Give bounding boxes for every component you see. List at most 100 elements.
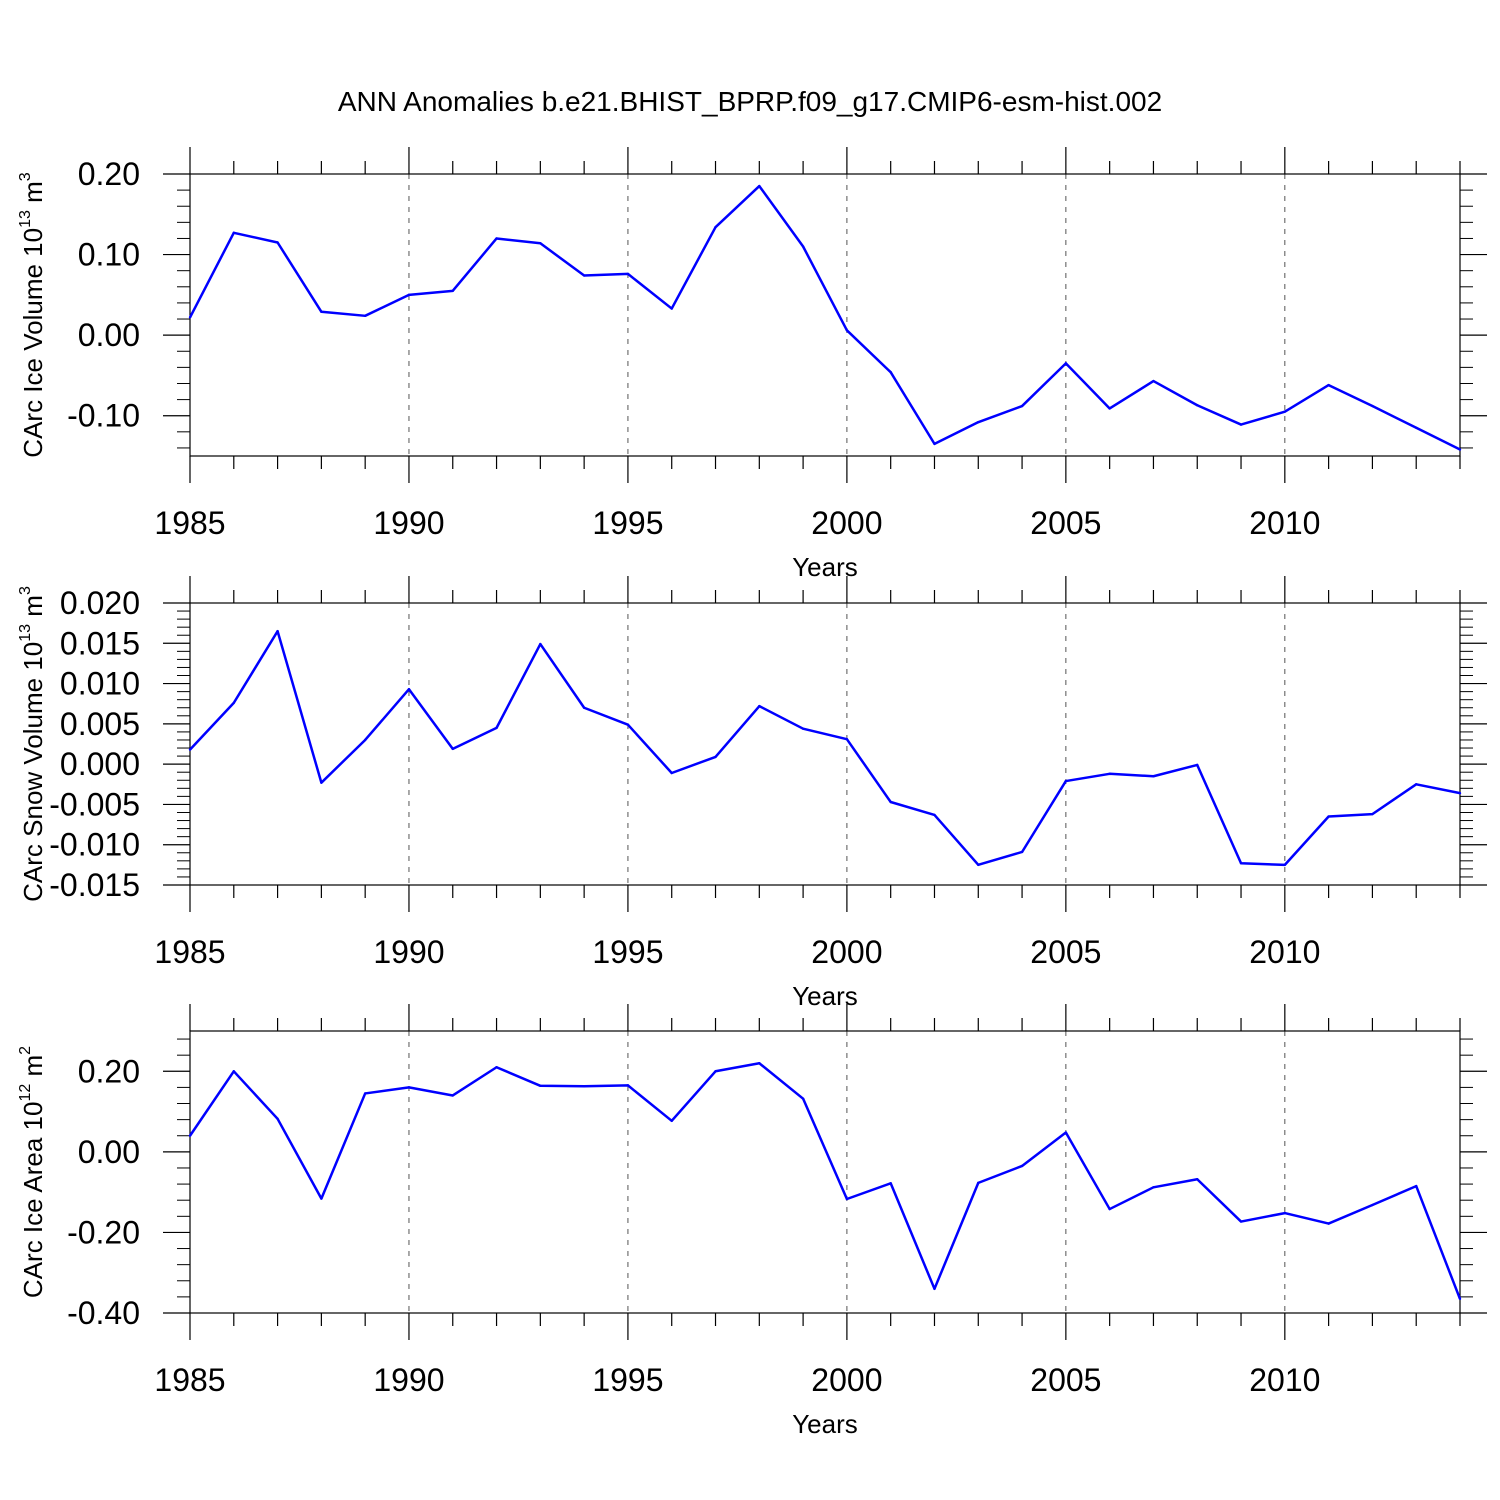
y-axis-label: CArc Ice Volume 1013 m3 — [17, 172, 48, 457]
data-point — [1283, 863, 1287, 867]
data-point — [1196, 404, 1199, 407]
data-point — [845, 737, 849, 741]
data-point — [1415, 426, 1418, 429]
data-point — [1327, 815, 1330, 818]
data-point — [495, 1066, 498, 1069]
data-point — [1327, 383, 1330, 387]
data-point — [670, 1119, 673, 1123]
x-tick-label: 2010 — [1249, 934, 1320, 970]
data-point — [933, 442, 936, 446]
data-point — [1239, 1220, 1243, 1223]
data-point — [977, 1181, 980, 1185]
y-tick-label: 0.20 — [78, 156, 140, 192]
data-point — [1152, 379, 1155, 383]
data-point — [801, 727, 805, 730]
x-tick-label: 1990 — [373, 934, 444, 970]
data-point — [188, 316, 192, 319]
data-point — [626, 272, 630, 276]
x-tick-label: 1995 — [592, 505, 663, 541]
data-point — [582, 706, 586, 709]
data-point — [1371, 404, 1374, 408]
x-tick-label: 1995 — [592, 934, 663, 970]
x-tick-label: 1985 — [154, 505, 225, 541]
data-point — [758, 704, 761, 708]
data-point — [1152, 775, 1155, 778]
data-point — [1064, 779, 1068, 783]
data-point — [714, 225, 717, 229]
data-point — [1371, 1203, 1374, 1207]
data-point — [320, 310, 323, 313]
data-point — [232, 231, 235, 235]
x-tick-label: 2010 — [1249, 1362, 1320, 1398]
panel-ice-volume: 0.20 0.10 0.00 -0.10 1985 1990 1995 2000 2005 201… — [17, 147, 1487, 582]
data-point — [1239, 862, 1243, 865]
data-point — [758, 184, 761, 188]
data-point — [1020, 850, 1024, 854]
data-point — [1458, 448, 1462, 451]
data-point — [1108, 407, 1111, 410]
data-point — [495, 237, 498, 240]
x-tick-label: 2005 — [1030, 505, 1101, 541]
y-tick-label: 0.10 — [78, 237, 140, 273]
data-point — [1458, 791, 1462, 795]
data-point — [1108, 772, 1111, 776]
data-point — [1064, 1131, 1068, 1134]
data-point — [188, 748, 192, 751]
y-tick-label: -0.015 — [49, 867, 140, 903]
y-axis-label-main: CArc Ice Volume 10 — [18, 228, 48, 458]
data-point — [977, 863, 980, 867]
y-axis-label-unit: m — [18, 181, 48, 210]
data-point — [670, 771, 673, 775]
x-axis-label: Years — [792, 981, 858, 1011]
y-axis-label-main: CArc Snow Volume 10 — [18, 642, 48, 902]
plot-frame — [189, 602, 1461, 886]
data-point — [1064, 362, 1068, 365]
data-point — [363, 738, 367, 742]
x-tick-label: 1990 — [373, 505, 444, 541]
data-point — [1283, 410, 1287, 413]
data-point — [1196, 763, 1199, 767]
data-point — [407, 1086, 411, 1089]
y-tick-label: 0.005 — [60, 706, 140, 742]
data-point — [977, 420, 980, 424]
x-tick-label: 2000 — [811, 505, 882, 541]
data-point — [451, 289, 454, 293]
data-point — [626, 723, 630, 726]
y-axis-label-unit-exponent: 3 — [17, 172, 34, 181]
data-point — [889, 371, 892, 374]
data-point — [1239, 423, 1243, 426]
x-tick-label: 2000 — [811, 934, 882, 970]
y-axis-label-unit-exponent: 3 — [17, 586, 34, 595]
data-point — [889, 800, 892, 804]
data-point — [1415, 783, 1418, 786]
data-point — [320, 1197, 323, 1200]
data-point — [407, 688, 411, 691]
data-point — [1196, 1178, 1199, 1181]
y-axis-label-main: CArc Ice Area 10 — [18, 1102, 48, 1299]
data-point — [539, 242, 542, 245]
data-point — [1371, 812, 1374, 816]
data-point — [801, 1097, 805, 1100]
y-tick-label: 0.00 — [78, 1134, 140, 1170]
x-axis-label: Years — [792, 552, 858, 582]
y-axis-label-unit-exponent: 2 — [17, 1046, 34, 1055]
series-line-ice-volume — [188, 184, 1461, 451]
y-tick-label: -0.005 — [49, 786, 140, 822]
x-tick-label: 1990 — [373, 1362, 444, 1398]
panel-ice-area: 0.20 0.00 -0.20 -0.40 1985 1990 1995 2000 2005 20… — [17, 1004, 1487, 1439]
data-point — [1283, 1211, 1287, 1215]
data-point — [1152, 1186, 1155, 1189]
data-point — [758, 1062, 761, 1065]
y-tick-label: -0.40 — [67, 1295, 140, 1331]
y-tick-label: -0.010 — [49, 827, 140, 863]
data-point — [845, 329, 849, 332]
y-tick-label: 0.20 — [78, 1053, 140, 1089]
plot-frame — [189, 173, 1461, 457]
y-tick-label: 0.020 — [60, 585, 140, 621]
y-axis-label-unit: m — [18, 1055, 48, 1084]
data-point — [933, 813, 936, 817]
data-point — [1458, 1297, 1462, 1301]
y-tick-label: 0.015 — [60, 625, 140, 661]
y-tick-label: -0.20 — [67, 1214, 140, 1250]
